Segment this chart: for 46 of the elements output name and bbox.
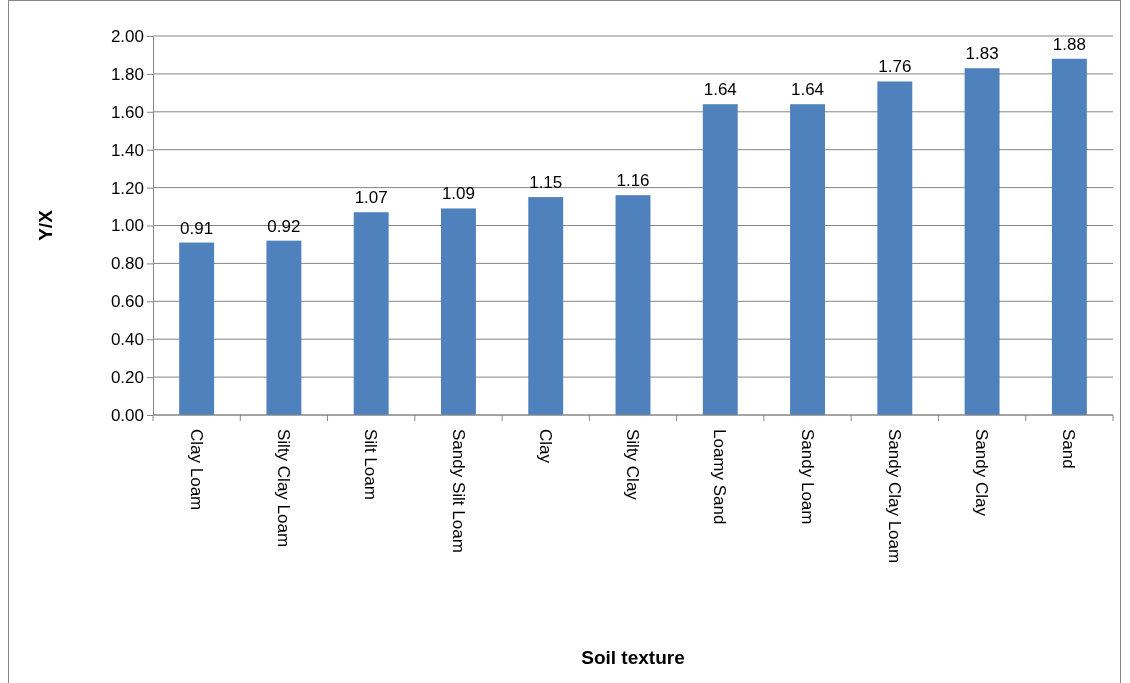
bar (964, 68, 1000, 415)
bar (441, 208, 476, 415)
data-label: 1.15 (529, 173, 563, 193)
data-label: 1.16 (616, 171, 650, 191)
data-label: 1.07 (354, 188, 388, 208)
y-tick-label: 0.80 (110, 254, 144, 274)
x-tick-label: Sandy Loam (797, 429, 817, 525)
data-label: 0.91 (180, 218, 214, 238)
x-tick-label: Sand (1059, 429, 1079, 469)
data-label: 1.09 (441, 184, 475, 204)
y-tick-label: 1.80 (110, 64, 144, 84)
x-tick-label: Sandy Clay (972, 429, 992, 517)
data-label: 1.83 (965, 44, 999, 64)
y-tick-label: 1.00 (110, 216, 144, 236)
bar (702, 104, 738, 415)
x-tick-label: Silty Clay (623, 429, 643, 501)
x-axis-title: Soil texture (581, 647, 685, 668)
bar (179, 242, 215, 415)
data-label: 1.64 (703, 80, 737, 100)
y-tick-label: 0.00 (110, 405, 144, 425)
y-axis-title: Y/X (35, 209, 56, 241)
x-tick-label: Clay Loam (186, 429, 206, 511)
x-tick-label: Loamy Sand (710, 429, 730, 525)
bar (528, 197, 564, 415)
y-tick-label: 0.20 (110, 368, 144, 388)
x-tick-label: Sandy Clay Loam (884, 429, 904, 564)
y-tick-label: 1.20 (110, 178, 144, 198)
data-label: 1.64 (791, 80, 825, 100)
x-tick-label: Silty Clay Loam (273, 429, 293, 548)
data-label: 1.76 (878, 57, 912, 77)
bar (353, 212, 389, 415)
y-tick-label: 1.40 (110, 140, 144, 160)
bar (266, 240, 302, 415)
y-tick-label: 1.60 (110, 102, 144, 122)
data-label: 1.88 (1052, 34, 1086, 54)
bar (1051, 58, 1087, 415)
data-label: 0.92 (267, 216, 301, 236)
bar (790, 104, 825, 415)
y-tick-label: 0.60 (110, 292, 144, 312)
bar (615, 195, 651, 415)
y-tick-label: 0.40 (110, 330, 144, 350)
x-tick-label: Clay (535, 429, 555, 464)
bar (877, 81, 913, 415)
x-tick-label: Silt Loam (361, 429, 381, 500)
y-tick-label: 2.00 (110, 26, 144, 46)
x-tick-label: Sandy Silt Loam (448, 429, 468, 553)
